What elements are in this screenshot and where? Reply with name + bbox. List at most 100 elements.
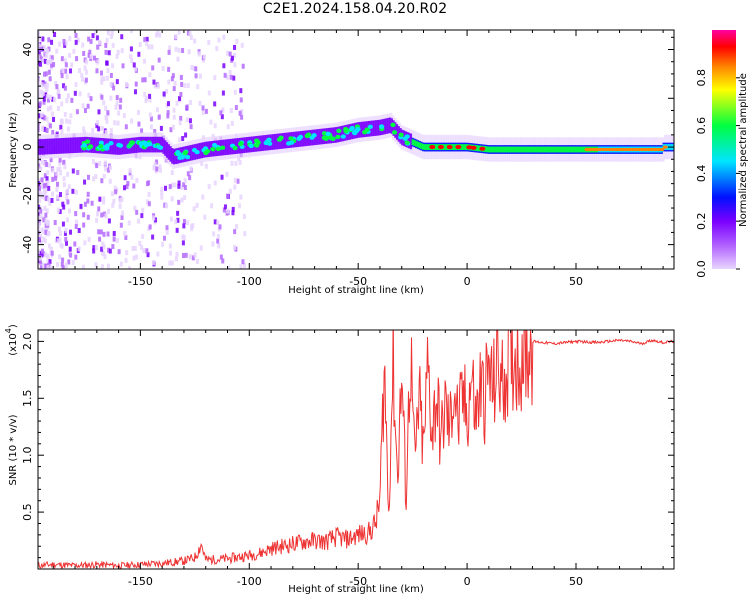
spectrogram-speckle xyxy=(51,96,55,102)
spectrogram-speckle xyxy=(152,260,156,266)
spectrogram-speckle xyxy=(104,213,108,219)
spectrogram-peak xyxy=(453,144,456,150)
spectrogram-speckle xyxy=(63,164,67,170)
spectrogram-speckle xyxy=(223,72,227,78)
spectrogram-speckle xyxy=(160,194,164,200)
spectrogram-speckle xyxy=(84,77,88,83)
spectrogram-speckle xyxy=(62,160,66,166)
spectrogram-y-tick-label: 20 xyxy=(21,91,34,105)
spectrogram-speckle xyxy=(239,264,243,269)
spectrogram-speckle xyxy=(173,80,177,86)
colorbar-tick-label: 0.8 xyxy=(695,69,708,87)
spectrogram-speckle xyxy=(83,108,87,114)
spectrogram-speckle xyxy=(50,55,54,61)
spectrogram-speckle xyxy=(87,36,91,42)
spectrogram-speckle xyxy=(188,99,192,105)
spectrogram-speckle xyxy=(120,34,124,40)
spectrogram-peak xyxy=(524,146,528,153)
spectrogram-speckle xyxy=(240,114,244,120)
spectrogram-hotspot xyxy=(659,147,665,152)
spectrogram-speckle xyxy=(60,56,64,62)
spectrogram-blob xyxy=(402,136,408,141)
spectrogram-speckle xyxy=(38,85,40,91)
spectrogram-peak xyxy=(507,146,510,153)
spectrogram-speckle xyxy=(132,255,136,261)
spectrogram-blob xyxy=(98,140,104,146)
spectrogram-speckle xyxy=(45,94,49,100)
spectrogram-speckle xyxy=(79,203,83,209)
spectrogram-core xyxy=(406,132,409,148)
spectrogram-hotspot xyxy=(455,145,462,150)
spectrogram-speckle xyxy=(209,119,213,125)
spectrogram-speckle xyxy=(119,261,123,267)
spectrogram-speckle xyxy=(186,171,190,177)
spectrogram-speckle xyxy=(231,206,235,212)
spectrogram-speckle xyxy=(70,62,74,68)
spectrogram-core xyxy=(333,127,336,143)
spectrogram-blob xyxy=(81,143,87,148)
spectrogram-speckle xyxy=(162,235,166,241)
spectrogram-speckle xyxy=(45,82,49,88)
spectrogram-speckle xyxy=(38,127,40,133)
spectrogram-core xyxy=(387,117,390,134)
spectrogram-speckle xyxy=(42,236,46,242)
snr-frame xyxy=(37,329,675,570)
spectrogram-speckle xyxy=(137,109,141,115)
spectrogram-speckle xyxy=(238,110,242,116)
spectrogram-speckle xyxy=(207,39,211,45)
spectrogram-blob xyxy=(297,134,304,140)
spectrogram-blob xyxy=(157,145,164,150)
spectrogram-speckle xyxy=(220,114,224,120)
spectrogram-blob xyxy=(211,142,218,148)
spectrogram-speckle xyxy=(233,245,237,251)
spectrogram-speckle xyxy=(100,246,104,252)
spectrogram-speckle xyxy=(114,189,118,195)
spectrogram-peak xyxy=(498,146,501,153)
spectrogram-blob xyxy=(288,136,294,141)
spectrogram-core xyxy=(174,148,177,165)
spectrogram-blob xyxy=(325,131,331,137)
spectrogram-speckle xyxy=(44,195,48,201)
spectrogram-speckle xyxy=(46,60,50,66)
spectrogram-speckle xyxy=(148,72,152,78)
spectrogram-x-tick-label: -50 xyxy=(349,275,367,288)
spectrogram-speckle xyxy=(50,39,54,45)
spectrogram-speckle xyxy=(39,89,43,95)
spectrogram-speckle xyxy=(97,126,101,132)
spectrogram-speckle xyxy=(99,70,103,76)
spectrogram-speckle xyxy=(82,264,86,269)
spectrogram-speckle xyxy=(65,195,69,201)
spectrogram-speckle xyxy=(161,65,165,71)
spectrogram-blob xyxy=(204,149,211,154)
spectrogram-speckle xyxy=(60,118,64,124)
spectrogram-speckle xyxy=(229,74,233,80)
spectrogram-speckle xyxy=(39,265,43,269)
spectrogram-peak xyxy=(434,144,437,150)
spectrogram-speckle xyxy=(66,171,70,177)
spectrogram-speckle xyxy=(177,199,181,205)
spectrogram-speckle xyxy=(89,96,93,102)
spectrogram-speckle xyxy=(161,241,165,247)
spectrogram-speckle xyxy=(236,178,240,184)
spectrogram-speckle xyxy=(152,79,156,85)
spectrogram-speckle xyxy=(163,185,167,191)
spectrogram-speckle xyxy=(230,120,234,126)
spectrogram-speckle xyxy=(89,53,93,59)
spectrogram-speckle xyxy=(46,170,50,176)
spectrogram-speckle xyxy=(63,230,67,236)
snr-x-tick-label: -50 xyxy=(349,575,367,588)
spectrogram-speckle xyxy=(165,88,169,94)
spectrogram-core xyxy=(57,138,61,154)
spectrogram-speckle xyxy=(117,249,121,255)
spectrogram-speckle xyxy=(188,118,192,124)
spectrogram-blob xyxy=(248,143,254,149)
spectrogram-speckle xyxy=(191,255,195,261)
spectrogram-speckle xyxy=(182,252,186,258)
spectrogram-speckle xyxy=(47,262,51,268)
spectrogram-speckle xyxy=(65,118,69,124)
snr-y-tick-label: 1.5 xyxy=(21,390,34,408)
spectrogram-speckle xyxy=(38,158,41,164)
spectrogram-speckle xyxy=(71,168,75,174)
spectrogram-core xyxy=(171,148,174,164)
